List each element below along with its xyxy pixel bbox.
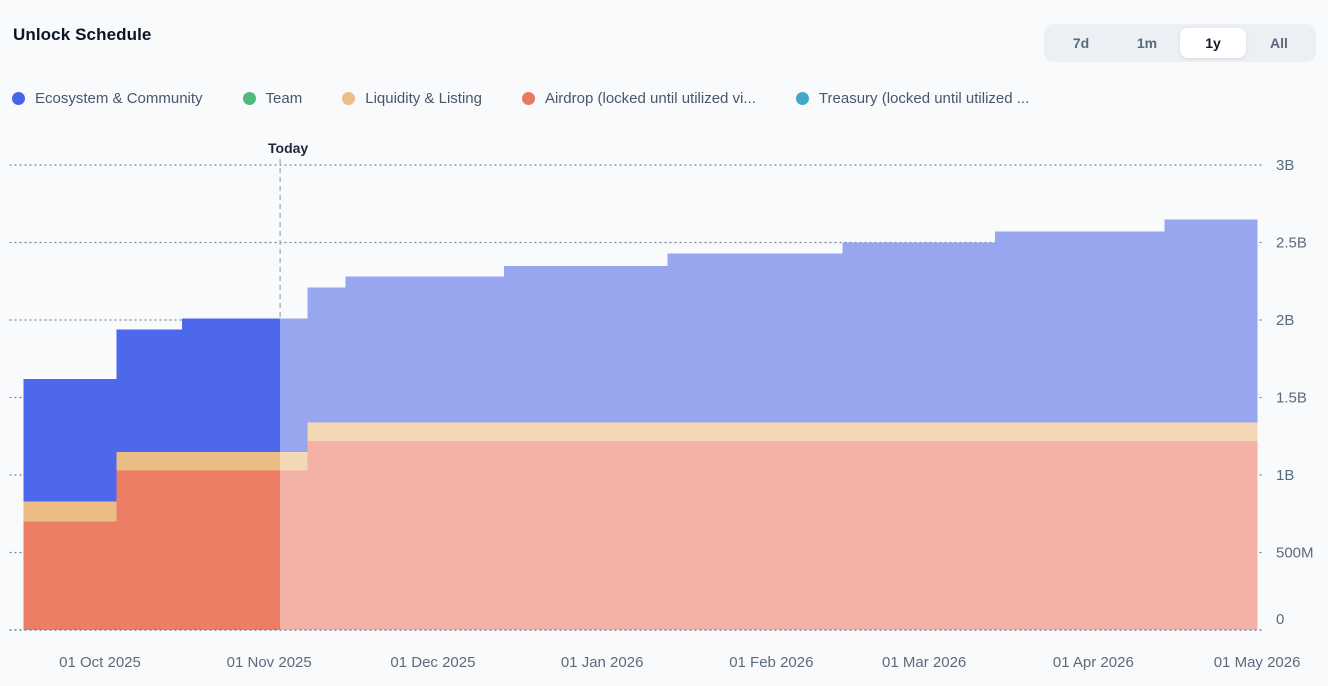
area-liquidity-segment[interactable]	[842, 422, 996, 441]
treasury-dot-icon	[795, 92, 809, 105]
y-axis-label: 500M	[1276, 545, 1314, 562]
x-axis-label: 01 Nov 2025	[227, 654, 312, 671]
today-label: Today	[268, 140, 308, 156]
area-liquidity-segment[interactable]	[667, 422, 843, 441]
area-ecosystem-segment[interactable]	[667, 253, 843, 423]
area-airdrop-segment[interactable]	[345, 440, 505, 630]
area-airdrop-segment[interactable]	[181, 470, 281, 630]
y-axis-label: 2B	[1276, 312, 1294, 329]
area-ecosystem-segment[interactable]	[280, 318, 308, 452]
airdrop-dot-icon	[521, 92, 535, 105]
legend-item-liquidity[interactable]: Liquidity & Listing	[342, 90, 482, 107]
y-axis-label: 2.5B	[1276, 235, 1307, 252]
legend-item-label: Liquidity & Listing	[365, 90, 482, 107]
legend-item-treasury[interactable]: Treasury (locked until utilized ...	[795, 90, 1030, 107]
legend-item-label: Ecosystem & Community	[35, 90, 203, 107]
area-airdrop-segment[interactable]	[280, 470, 308, 630]
range-button-7d[interactable]: 7d	[1072, 35, 1090, 51]
area-liquidity-segment[interactable]	[280, 451, 308, 471]
legend-item-airdrop[interactable]: Airdrop (locked until utilized vi...	[521, 90, 756, 107]
area-airdrop-segment[interactable]	[667, 440, 843, 630]
y-axis-label: 1B	[1276, 467, 1294, 484]
area-ecosystem-segment[interactable]	[1164, 219, 1258, 423]
range-button-1y[interactable]: 1y	[1180, 28, 1246, 58]
area-liquidity-segment[interactable]	[503, 422, 669, 441]
area-ecosystem-segment[interactable]	[995, 231, 1165, 423]
area-liquidity-segment[interactable]	[345, 422, 505, 441]
area-ecosystem-segment[interactable]	[181, 318, 281, 452]
area-ecosystem-segment[interactable]	[503, 265, 669, 423]
legend-item-ecosystem[interactable]: Ecosystem & Community	[12, 90, 203, 107]
area-airdrop-segment[interactable]	[842, 440, 996, 630]
x-axis-label: 01 Jan 2026	[561, 654, 644, 671]
legend-item-label: Airdrop (locked until utilized vi...	[544, 90, 756, 107]
area-ecosystem-segment[interactable]	[842, 242, 996, 423]
area-ecosystem-segment[interactable]	[307, 287, 347, 423]
legend-item-label: Treasury (locked until utilized ...	[818, 90, 1030, 107]
x-axis-label: 01 Dec 2025	[390, 654, 475, 671]
area-airdrop-segment[interactable]	[995, 440, 1165, 630]
page-title: Unlock Schedule	[13, 25, 152, 44]
stacked-areas	[23, 219, 1258, 631]
area-liquidity-segment[interactable]	[181, 451, 281, 471]
ecosystem-dot-icon	[12, 92, 25, 105]
area-liquidity-segment[interactable]	[995, 422, 1165, 441]
time-range-selector: 7d 1m 1y All	[1044, 24, 1316, 62]
area-ecosystem-segment[interactable]	[345, 276, 505, 423]
x-axis-label: 01 Feb 2026	[729, 654, 813, 671]
area-airdrop-segment[interactable]	[307, 440, 347, 630]
area-airdrop-segment[interactable]	[1164, 440, 1258, 630]
range-button-1m[interactable]: 1m	[1136, 35, 1158, 51]
y-axis-label: 3B	[1276, 157, 1294, 174]
x-axis-label: 01 Oct 2025	[59, 654, 141, 671]
area-airdrop-segment[interactable]	[503, 440, 669, 630]
x-axis-label: 01 Apr 2026	[1053, 654, 1134, 671]
legend-item-label: Team	[265, 90, 303, 107]
x-axis-label: 01 Mar 2026	[882, 654, 966, 671]
area-ecosystem-segment[interactable]	[23, 378, 117, 502]
team-dot-icon	[242, 92, 256, 105]
area-liquidity-segment[interactable]	[23, 501, 117, 522]
area-airdrop-segment[interactable]	[23, 521, 117, 631]
chart-legend: Ecosystem & Community Team Liquidity & L…	[12, 90, 1029, 107]
area-liquidity-segment[interactable]	[1164, 422, 1258, 441]
range-button-all[interactable]: All	[1270, 35, 1288, 51]
legend-item-team[interactable]: Team	[242, 90, 303, 107]
area-airdrop-segment[interactable]	[116, 470, 183, 630]
area-liquidity-segment[interactable]	[116, 451, 183, 471]
liquidity-dot-icon	[342, 92, 356, 105]
y-axis-label: 0	[1276, 611, 1284, 628]
area-liquidity-segment[interactable]	[307, 422, 347, 441]
x-axis-label: 01 May 2026	[1214, 654, 1301, 671]
area-ecosystem-segment[interactable]	[116, 329, 183, 452]
y-axis-label: 1.5B	[1276, 390, 1307, 407]
